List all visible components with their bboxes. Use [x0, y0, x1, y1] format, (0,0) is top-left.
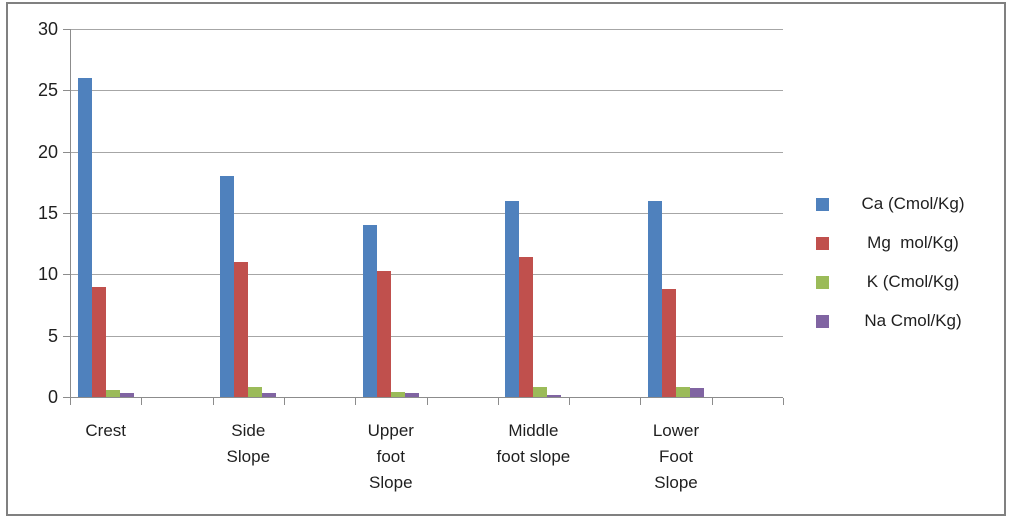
y-axis-tick-25 — [63, 90, 70, 91]
x-axis-tick-1 — [141, 398, 142, 405]
bar-ca-lower-foot-slope — [648, 200, 662, 397]
y-axis-label-5: 5 — [47, 326, 58, 346]
bar-na-side-slope — [262, 393, 277, 397]
x-axis-tick-6 — [498, 398, 499, 405]
gridline-20 — [70, 152, 783, 153]
bar-mg-lower-foot-slope — [662, 289, 676, 397]
bar-k-upper-foot-slope — [390, 392, 405, 397]
gridline-5 — [70, 336, 783, 337]
bar-mg-middle-foot-slope — [519, 257, 534, 397]
y-axis-tick-10 — [63, 274, 70, 275]
legend-item-k: K (Cmol/Kg) — [816, 270, 997, 294]
x-axis-tick-4 — [355, 398, 356, 405]
bar-k-lower-foot-slope — [676, 387, 690, 397]
category-label-upper-foot-slope: Upper foot Slope — [367, 421, 414, 492]
gridline-10 — [70, 274, 783, 275]
legend: Ca (Cmol/Kg) Mg mol/Kg) K (Cmol/Kg) Na Cmol… — [816, 192, 997, 348]
legend-swatch-na-icon — [816, 314, 829, 328]
legend-item-mg: Mg mol/Kg) — [816, 231, 997, 255]
bar-ca-crest — [77, 78, 92, 397]
y-axis-tick-15 — [63, 213, 70, 214]
y-axis-tick-20 — [63, 152, 70, 153]
bar-k-side-slope — [248, 387, 263, 397]
legend-label-mg: Mg mol/Kg) — [867, 233, 959, 252]
x-axis-tick-3 — [284, 398, 285, 405]
gridline-25 — [70, 90, 783, 91]
category-label-lower-foot-slope: Lower Foot Slope — [652, 421, 700, 492]
category-label-crest: Crest — [85, 421, 126, 440]
x-axis-tick-8 — [640, 398, 641, 405]
bar-mg-side-slope — [234, 262, 249, 397]
legend-swatch-mg-icon — [816, 236, 829, 250]
y-axis-line — [70, 29, 71, 398]
legend-item-na: Na Cmol/Kg) — [816, 309, 997, 333]
category-label-side-slope: Side Slope — [226, 421, 271, 466]
bar-ca-middle-foot-slope — [505, 200, 520, 397]
y-axis-label-15: 15 — [37, 203, 58, 223]
bar-mg-upper-foot-slope — [376, 270, 391, 397]
y-axis-tick-30 — [63, 29, 70, 30]
y-axis-tick-0 — [63, 397, 70, 398]
gridline-30 — [70, 29, 783, 30]
gridline-15 — [70, 213, 783, 214]
y-axis-label-0: 0 — [47, 387, 58, 407]
x-axis-line — [70, 397, 783, 398]
bar-mg-crest — [91, 286, 106, 397]
y-axis-label-10: 10 — [37, 264, 58, 284]
bar-na-middle-foot-slope — [547, 394, 562, 397]
y-axis-label-20: 20 — [37, 142, 58, 162]
x-axis-tick-0 — [70, 398, 71, 405]
bar-k-crest — [105, 389, 120, 397]
bar-na-crest — [119, 393, 134, 397]
legend-swatch-k-icon — [816, 275, 829, 289]
legend-label-k: K (Cmol/Kg) — [866, 272, 960, 291]
bar-na-lower-foot-slope — [690, 388, 704, 397]
x-axis-tick-9 — [712, 398, 713, 405]
x-axis-tick-5 — [427, 398, 428, 405]
legend-item-ca: Ca (Cmol/Kg) — [816, 192, 997, 216]
bar-ca-upper-foot-slope — [362, 225, 377, 397]
bar-na-upper-foot-slope — [404, 393, 419, 397]
bar-k-middle-foot-slope — [533, 387, 548, 397]
x-axis-tick-10 — [783, 398, 784, 405]
x-axis-tick-7 — [569, 398, 570, 405]
legend-swatch-ca-icon — [816, 197, 829, 211]
legend-label-na: Na Cmol/Kg) — [864, 311, 962, 330]
legend-label-ca: Ca (Cmol/Kg) — [861, 194, 965, 213]
bar-ca-side-slope — [220, 176, 235, 397]
category-label-middle-foot-slope: Middle foot slope — [496, 421, 571, 466]
x-axis-tick-2 — [213, 398, 214, 405]
y-axis-tick-5 — [63, 336, 70, 337]
y-axis-label-30: 30 — [37, 19, 58, 39]
y-axis-label-25: 25 — [37, 80, 58, 100]
